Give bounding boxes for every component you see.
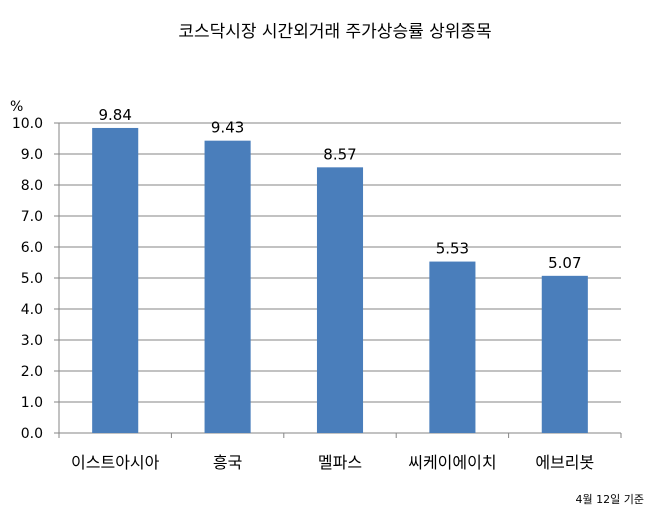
- bar: [92, 127, 139, 434]
- data-label: 9.84: [98, 106, 131, 124]
- y-tick-label: 4.0: [21, 302, 43, 318]
- y-tick-label: 2.0: [21, 364, 43, 380]
- x-category-label: 에브리봇: [535, 453, 594, 472]
- bar: [429, 261, 476, 433]
- data-label: 8.57: [323, 145, 356, 163]
- y-tick-label: 0.0: [21, 426, 43, 442]
- y-tick-label: 3.0: [21, 333, 43, 349]
- y-tick-label: 7.0: [21, 209, 43, 225]
- bar: [316, 167, 364, 433]
- bar: [541, 275, 588, 433]
- data-label: 5.07: [548, 254, 581, 272]
- y-axis-unit-label: %: [10, 99, 24, 115]
- y-tick-label: 9.0: [21, 147, 43, 163]
- y-tick-label: 10.0: [12, 116, 43, 132]
- x-category-label: 이스트아시아: [71, 453, 160, 472]
- y-tick-label: 8.0: [21, 178, 43, 194]
- x-category-label: 흥국: [213, 453, 242, 472]
- x-category-label: 멜파스: [318, 453, 362, 472]
- data-label: 9.43: [211, 119, 244, 137]
- y-tick-label: 6.0: [21, 240, 43, 256]
- y-tick-label: 5.0: [21, 271, 43, 287]
- date-note: 4월 12일 기준: [575, 493, 644, 506]
- y-tick-label: 1.0: [21, 395, 43, 411]
- x-category-label: 씨케이에이치: [408, 453, 496, 472]
- data-label: 5.53: [436, 240, 469, 258]
- chart-title: 코스닥시장 시간외거래 주가상승률 상위종목: [178, 22, 492, 42]
- bar: [204, 140, 251, 434]
